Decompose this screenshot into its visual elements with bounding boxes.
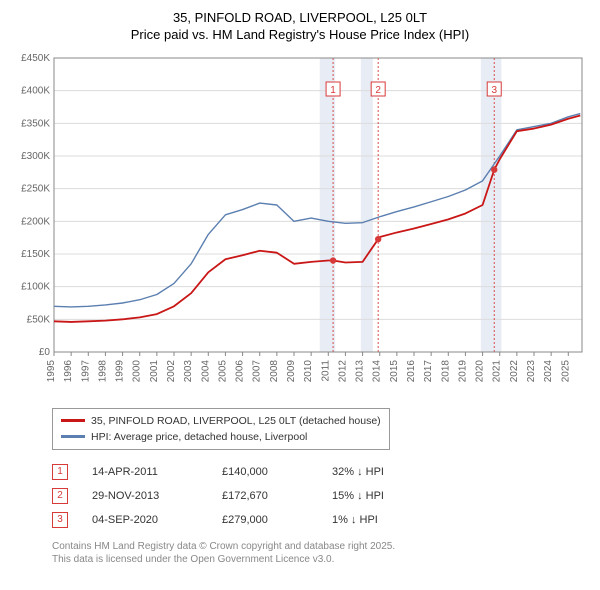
svg-text:2021: 2021	[492, 359, 503, 382]
sale-price: £172,670	[222, 490, 332, 502]
svg-text:1998: 1998	[97, 359, 108, 382]
svg-text:2017: 2017	[423, 359, 434, 382]
svg-text:2009: 2009	[286, 359, 297, 382]
svg-text:£150K: £150K	[21, 249, 50, 260]
legend-label: 35, PINFOLD ROAD, LIVERPOOL, L25 0LT (de…	[91, 415, 381, 427]
svg-text:2011: 2011	[320, 359, 331, 381]
svg-text:1995: 1995	[46, 359, 57, 382]
svg-text:2024: 2024	[543, 359, 554, 382]
svg-text:2010: 2010	[303, 359, 314, 382]
sales-table: 1 14-APR-2011£140,00032% ↓ HPI 2 29-NOV-201…	[52, 460, 588, 532]
svg-text:2002: 2002	[166, 359, 177, 382]
svg-text:1996: 1996	[63, 359, 74, 382]
svg-text:£450K: £450K	[21, 53, 50, 64]
legend-item: 35, PINFOLD ROAD, LIVERPOOL, L25 0LT (de…	[61, 413, 381, 429]
sale-marker-icon: 2	[52, 488, 68, 504]
svg-text:2005: 2005	[217, 359, 228, 382]
sale-date: 29-NOV-2013	[92, 490, 222, 502]
svg-text:2007: 2007	[252, 359, 263, 382]
sale-row: 2 29-NOV-2013£172,67015% ↓ HPI	[52, 484, 588, 508]
svg-text:2022: 2022	[509, 359, 520, 382]
svg-text:2000: 2000	[132, 359, 143, 382]
svg-text:2004: 2004	[200, 359, 211, 382]
svg-text:2023: 2023	[526, 359, 537, 382]
sale-date: 14-APR-2011	[92, 466, 222, 478]
sale-marker-icon: 1	[52, 464, 68, 480]
legend-swatch	[61, 435, 85, 438]
sale-price: £279,000	[222, 514, 332, 526]
svg-text:2003: 2003	[183, 359, 194, 382]
chart-svg: £0 £50K £100K £150K £200K £250K £300K £350K £400…	[12, 52, 588, 402]
footer-line1: Contains HM Land Registry data © Crown c…	[52, 540, 588, 553]
svg-text:£200K: £200K	[21, 216, 50, 227]
sale-diff: 32% ↓ HPI	[332, 466, 452, 478]
svg-text:2019: 2019	[457, 359, 468, 382]
svg-text:2020: 2020	[475, 359, 486, 382]
svg-text:2001: 2001	[149, 359, 160, 382]
svg-text:2015: 2015	[389, 359, 400, 382]
svg-text:2012: 2012	[337, 359, 348, 382]
sale-marker-icon: 3	[52, 512, 68, 528]
sale-row: 3 04-SEP-2020£279,0001% ↓ HPI	[52, 508, 588, 532]
svg-text:2006: 2006	[235, 359, 246, 382]
footer-line2: This data is licensed under the Open Gov…	[52, 553, 588, 566]
svg-text:£0: £0	[39, 347, 51, 358]
legend: 35, PINFOLD ROAD, LIVERPOOL, L25 0LT (de…	[52, 408, 390, 450]
legend-label: HPI: Average price, detached house, Live…	[91, 431, 307, 443]
svg-text:£100K: £100K	[21, 281, 50, 292]
svg-text:£300K: £300K	[21, 151, 50, 162]
sale-price: £140,000	[222, 466, 332, 478]
title-address: 35, PINFOLD ROAD, LIVERPOOL, L25 0LT	[12, 10, 588, 27]
svg-text:1997: 1997	[80, 359, 91, 382]
svg-text:2025: 2025	[560, 359, 571, 382]
svg-text:3: 3	[491, 85, 497, 96]
svg-text:2014: 2014	[372, 359, 383, 382]
sale-diff: 15% ↓ HPI	[332, 490, 452, 502]
legend-item: HPI: Average price, detached house, Live…	[61, 429, 381, 445]
title-subtitle: Price paid vs. HM Land Registry's House …	[12, 27, 588, 44]
chart-area: £0 £50K £100K £150K £200K £250K £300K £350K £400…	[12, 52, 588, 402]
svg-text:£400K: £400K	[21, 85, 50, 96]
chart-container: 35, PINFOLD ROAD, LIVERPOOL, L25 0LT Pri…	[0, 0, 600, 576]
svg-text:£50K: £50K	[27, 314, 51, 325]
sale-row: 1 14-APR-2011£140,00032% ↓ HPI	[52, 460, 588, 484]
svg-text:2018: 2018	[440, 359, 451, 382]
svg-text:2008: 2008	[269, 359, 280, 382]
svg-text:2016: 2016	[406, 359, 417, 382]
footer-attribution: Contains HM Land Registry data © Crown c…	[52, 540, 588, 566]
legend-swatch	[61, 419, 85, 422]
svg-text:£350K: £350K	[21, 118, 50, 129]
sale-diff: 1% ↓ HPI	[332, 514, 452, 526]
svg-text:2013: 2013	[355, 359, 366, 382]
svg-text:1: 1	[330, 85, 336, 96]
svg-text:£250K: £250K	[21, 183, 50, 194]
sale-date: 04-SEP-2020	[92, 514, 222, 526]
svg-text:1999: 1999	[115, 359, 126, 382]
svg-text:2: 2	[375, 85, 381, 96]
